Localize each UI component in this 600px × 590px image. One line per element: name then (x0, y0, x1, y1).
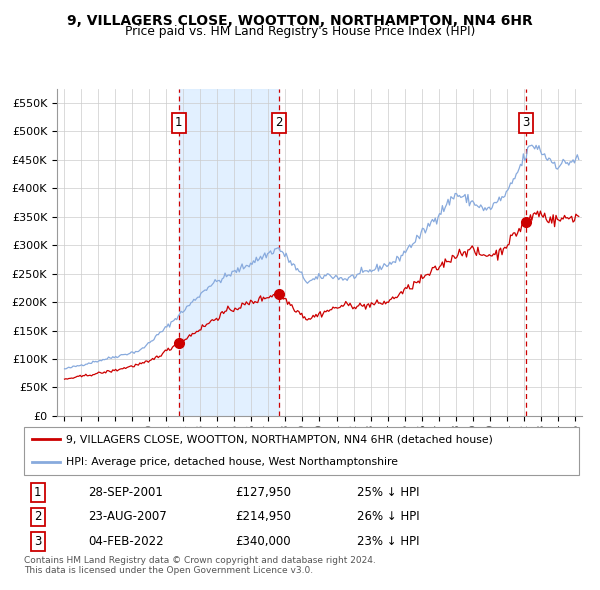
Bar (179, 88, 279, 416)
Text: Price paid vs. HM Land Registry's House Price Index (HPI): Price paid vs. HM Land Registry's House … (125, 25, 475, 38)
Text: £214,950: £214,950 (235, 510, 291, 523)
Text: £340,000: £340,000 (235, 535, 290, 548)
FancyBboxPatch shape (24, 427, 579, 475)
Text: 1: 1 (34, 486, 41, 499)
Text: Contains HM Land Registry data © Crown copyright and database right 2024.
This d: Contains HM Land Registry data © Crown c… (24, 556, 376, 575)
Text: 1: 1 (175, 116, 182, 129)
Text: 9, VILLAGERS CLOSE, WOOTTON, NORTHAMPTON, NN4 6HR (detached house): 9, VILLAGERS CLOSE, WOOTTON, NORTHAMPTON… (65, 434, 493, 444)
Text: £127,950: £127,950 (235, 486, 291, 499)
Text: 26% ↓ HPI: 26% ↓ HPI (357, 510, 419, 523)
Text: 2: 2 (275, 116, 283, 129)
Text: 2: 2 (34, 510, 41, 523)
Text: 3: 3 (522, 116, 529, 129)
Text: 04-FEB-2022: 04-FEB-2022 (88, 535, 163, 548)
Text: 23-AUG-2007: 23-AUG-2007 (88, 510, 167, 523)
Text: HPI: Average price, detached house, West Northamptonshire: HPI: Average price, detached house, West… (65, 457, 398, 467)
Text: 3: 3 (34, 535, 41, 548)
Text: 23% ↓ HPI: 23% ↓ HPI (357, 535, 419, 548)
Text: 9, VILLAGERS CLOSE, WOOTTON, NORTHAMPTON, NN4 6HR: 9, VILLAGERS CLOSE, WOOTTON, NORTHAMPTON… (67, 14, 533, 28)
Text: 25% ↓ HPI: 25% ↓ HPI (357, 486, 419, 499)
Text: 28-SEP-2001: 28-SEP-2001 (88, 486, 163, 499)
